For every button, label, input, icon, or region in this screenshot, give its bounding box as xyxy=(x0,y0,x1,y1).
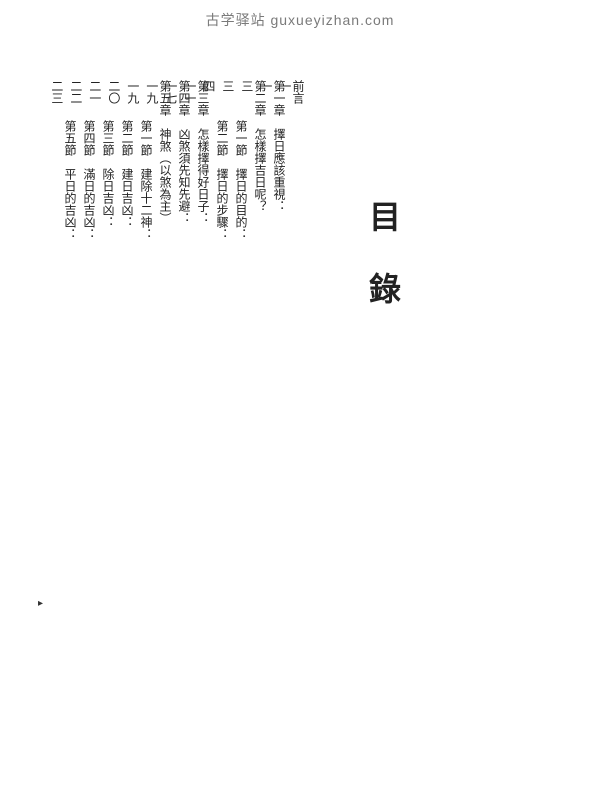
toc-entry-page: 四 xyxy=(202,80,215,700)
toc-entry-page: 二三 xyxy=(50,80,63,700)
table-of-contents: 前言：：：：：：：：：：：：：：：：：：：：：：：：：：：：：：：：：：：：：：… xyxy=(60,80,304,700)
toc-entry-page: 二二 xyxy=(69,80,82,700)
toc-entry-page: 一九 xyxy=(126,80,139,700)
toc-entry-page: 一七 xyxy=(164,80,177,700)
toc-entry-page: 三 xyxy=(240,80,253,700)
toc-entry: 前言：：：：：：：：：：：：：：：：：：：：：：：：：：：：：：：：：：：：：：… xyxy=(288,80,304,700)
watermark-text: 古学驿站 guxueyizhan.com xyxy=(0,10,600,30)
toc-entry-page: 一 xyxy=(278,80,291,700)
toc-entry-page: 一一 xyxy=(183,80,196,700)
toc-entry-page: 二一 xyxy=(88,80,101,700)
toc-entry-page: 二〇 xyxy=(107,80,120,700)
page-marker: ▸ xyxy=(38,598,43,609)
toc-entry-page: 一 xyxy=(259,80,272,700)
page-title: 目錄 xyxy=(360,200,406,344)
toc-entry-page: 一九 xyxy=(145,80,158,700)
toc-entry-label: 前言 xyxy=(291,80,304,700)
toc-entry-page: 三 xyxy=(221,80,234,700)
